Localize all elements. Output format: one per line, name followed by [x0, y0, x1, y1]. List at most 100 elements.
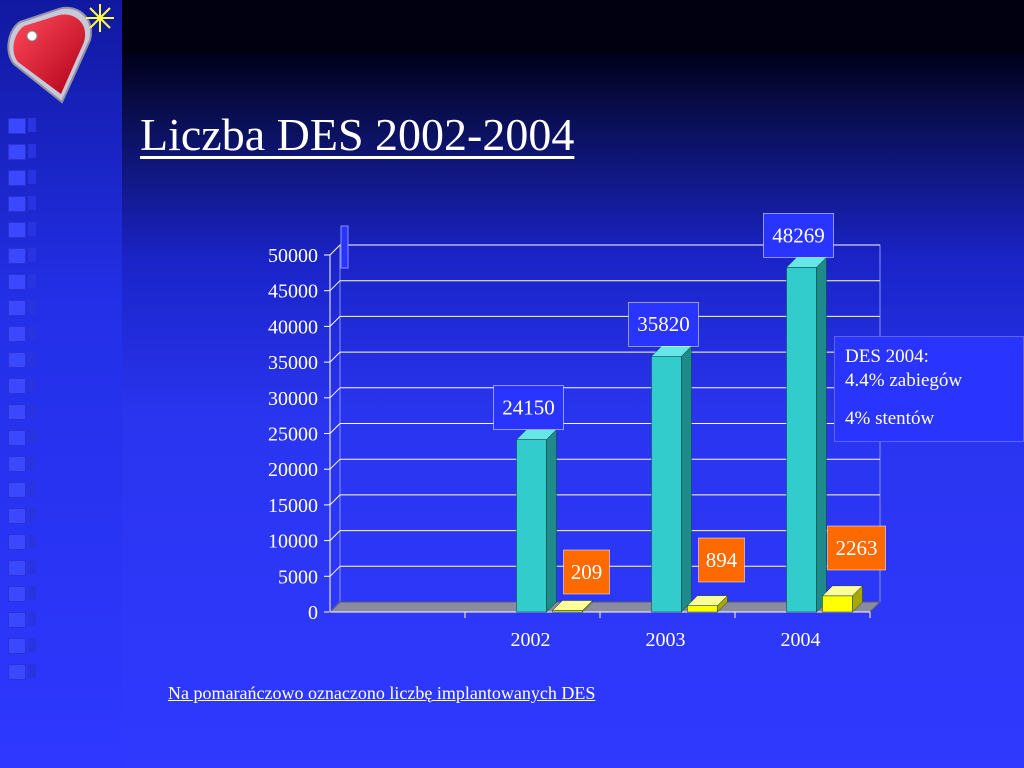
decorative-square — [8, 586, 26, 602]
decorative-square — [8, 560, 26, 576]
decorative-square — [8, 482, 26, 498]
bar — [786, 267, 817, 613]
decorative-square — [8, 508, 26, 524]
gridline-side — [329, 316, 341, 327]
y-tick-label: 25000 — [268, 424, 318, 446]
gridline-side — [329, 280, 341, 292]
decorative-square-small — [28, 222, 36, 236]
gridline-side — [329, 244, 341, 256]
data-label-des: 894 — [698, 537, 745, 583]
top-dark-band — [122, 0, 1024, 52]
decorative-square — [8, 378, 26, 394]
data-label-box — [493, 385, 564, 430]
decorative-square-small — [28, 196, 36, 210]
decorative-square — [8, 248, 26, 264]
y-tick-label: 30000 — [268, 388, 318, 410]
data-label-text: 35820 — [637, 312, 690, 336]
decorative-square — [8, 664, 26, 680]
y-tick-label: 15000 — [268, 495, 318, 517]
decorative-square-small — [28, 586, 36, 600]
decorative-square — [8, 274, 26, 290]
decorative-square — [8, 534, 26, 550]
data-label-text: 2263 — [836, 536, 878, 560]
y-tick-label: 45000 — [268, 281, 318, 303]
info-line-1: DES 2004: — [845, 346, 929, 367]
gridline-side — [329, 530, 341, 541]
y-tick-label: 10000 — [268, 531, 318, 553]
decorative-square — [8, 352, 26, 368]
decorative-square-small — [28, 378, 36, 392]
decorative-square-small — [28, 144, 36, 158]
decorative-square — [8, 170, 26, 186]
decorative-marker — [340, 225, 349, 269]
gridline-side — [329, 387, 341, 399]
page-title: Liczba DES 2002-2004 — [140, 109, 575, 160]
decorative-square — [8, 404, 26, 420]
decorative-square-small — [28, 534, 36, 548]
decorative-square-small — [28, 170, 36, 184]
decorative-square-small — [28, 248, 36, 262]
data-label-box — [628, 301, 699, 347]
data-label-box — [763, 213, 834, 258]
gridline-side — [329, 494, 341, 506]
x-tick-label: 2004 — [781, 629, 821, 651]
decorative-squares — [8, 118, 38, 680]
y-tick-label: 40000 — [268, 316, 318, 338]
x-tick-label: 2003 — [646, 629, 686, 651]
bar-side — [816, 256, 827, 613]
decorative-square-small — [28, 456, 36, 470]
decorative-square-small — [28, 482, 36, 496]
bar-side — [546, 428, 557, 613]
bar-top — [686, 595, 729, 606]
bar — [687, 605, 718, 613]
decorative-square-small — [28, 508, 36, 522]
bar — [822, 595, 853, 613]
decorative-square-small — [28, 326, 36, 340]
bar — [516, 439, 547, 613]
decorative-square — [8, 326, 26, 342]
info-box: DES 2004: 4.4% zabiegów 4% stentów — [834, 336, 1024, 442]
data-label-total: 48269 — [763, 213, 834, 258]
decorative-square-small — [28, 430, 36, 444]
decorative-square-small — [28, 664, 36, 678]
decorative-square-small — [28, 274, 36, 288]
data-label-text: 209 — [571, 560, 603, 584]
decorative-square-small — [28, 404, 36, 418]
gridline-side — [329, 458, 341, 470]
y-tick-label: 35000 — [268, 352, 318, 374]
data-label-box — [563, 549, 610, 595]
decorative-square — [8, 638, 26, 654]
decorative-square — [8, 300, 26, 316]
decorative-square-small — [28, 638, 36, 652]
decorative-square — [8, 144, 26, 160]
heart-tag-icon — [7, 4, 114, 104]
data-label-box — [698, 537, 745, 583]
decorative-square — [8, 430, 26, 446]
data-label-total: 35820 — [628, 301, 699, 347]
y-tick-label: 0 — [308, 602, 318, 624]
data-label-des: 209 — [563, 549, 610, 595]
data-label-box — [827, 525, 886, 571]
footnote: Na pomarańczowo oznaczono liczbę implant… — [168, 683, 596, 703]
y-tick-label: 5000 — [278, 566, 318, 588]
decorative-square-small — [28, 300, 36, 314]
gridline-side — [329, 565, 341, 577]
gridline-side — [329, 351, 341, 363]
data-label-text: 24150 — [502, 396, 555, 420]
decorative-square — [8, 612, 26, 628]
data-label-text: 48269 — [772, 223, 825, 247]
bar — [651, 355, 682, 613]
decorative-square-small — [28, 352, 36, 366]
decorative-square — [8, 118, 26, 134]
data-label-total: 24150 — [493, 385, 564, 430]
decorative-square-small — [28, 560, 36, 574]
bar-side — [681, 345, 692, 613]
decorative-square — [8, 222, 26, 238]
bar-top — [821, 585, 864, 597]
decorative-square-small — [28, 118, 36, 132]
x-tick-label: 2002 — [511, 629, 551, 651]
y-tick-label: 50000 — [268, 245, 318, 267]
decorative-square — [8, 456, 26, 472]
decorative-square-small — [28, 612, 36, 626]
